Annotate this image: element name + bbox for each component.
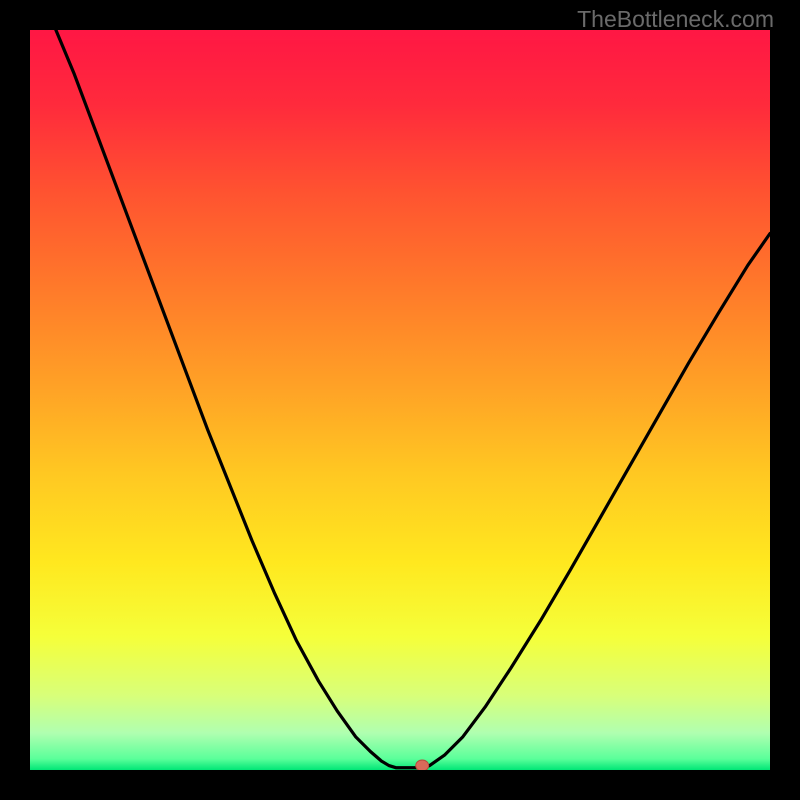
plot-area [30, 30, 770, 770]
chart-container: { "chart": { "type": "line", "background… [0, 0, 800, 800]
watermark-text: TheBottleneck.com [577, 6, 774, 33]
heatmap-gradient [30, 30, 770, 770]
